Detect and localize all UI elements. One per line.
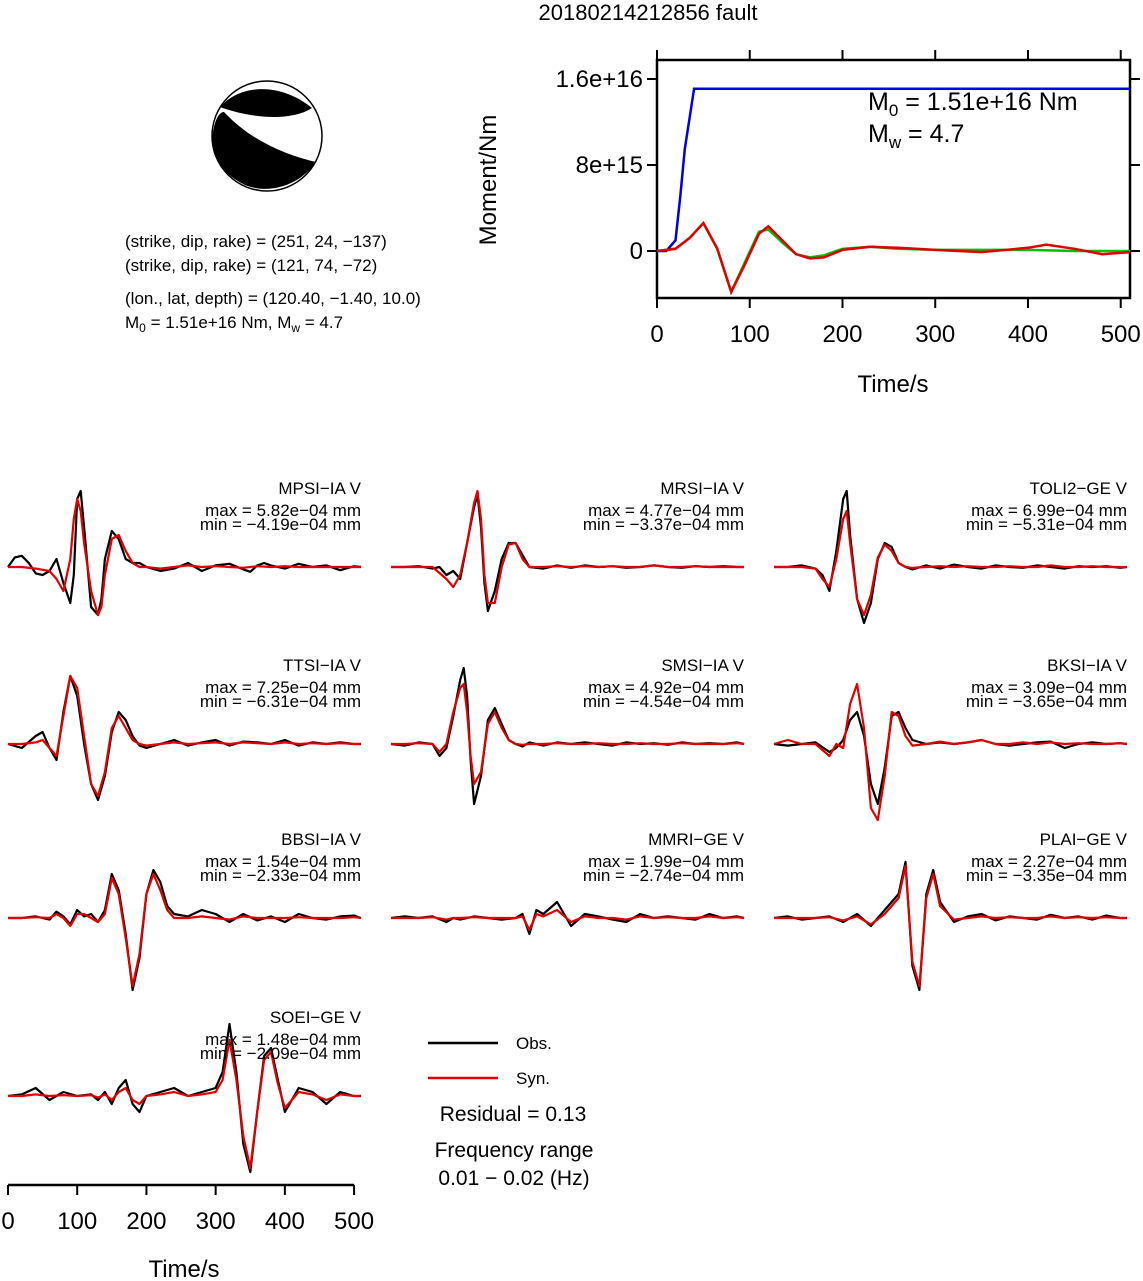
station-min: min = −2.74e−04 mm — [583, 866, 744, 885]
station-max: max = 1.48e−04 mm — [205, 1030, 361, 1049]
waveform-time-axis: 0 100 200 300 400 500 — [1, 1183, 374, 1235]
legend-syn-label: Syn. — [516, 1069, 550, 1088]
station-min: min = −4.19e−04 mm — [200, 515, 361, 534]
moment-ytick-label: 0 — [630, 238, 643, 265]
moment-xtick-label: 0 — [650, 321, 663, 348]
station-max: max = 6.99e−04 mm — [971, 501, 1127, 520]
moment-rate-red-line — [656, 220, 1131, 296]
moment-plot-frame — [655, 58, 1132, 300]
station-name: BBSI−IA V — [281, 830, 362, 849]
station-name: MRSI−IA V — [660, 479, 744, 498]
station-min: min = −4.54e−04 mm — [583, 692, 744, 711]
waveform-xtick-label: 500 — [334, 1208, 374, 1235]
moment-xtick-label: 500 — [1101, 321, 1141, 348]
legend: Obs. Syn. — [428, 1034, 552, 1088]
legend-obs-label: Obs. — [516, 1034, 552, 1053]
station-max: max = 3.09e−04 mm — [971, 678, 1127, 697]
syn-trace — [8, 1038, 361, 1170]
syn-trace — [8, 872, 362, 988]
obs-trace — [8, 868, 362, 992]
moment-ylabel: Moment/Nm — [475, 115, 502, 246]
figure-title: 20180214212856 fault — [539, 0, 758, 25]
station-max: max = 2.27e−04 mm — [971, 852, 1127, 871]
syn-trace — [774, 864, 1127, 988]
syn-trace — [391, 682, 745, 786]
syn-trace — [774, 509, 1127, 617]
moment-function-plot: 0 8e+15 1.6e+16 0 100 200 300 400 500 M0 = 1.51e… — [475, 50, 1141, 398]
station-min: min = −3.37e−04 mm — [583, 515, 744, 534]
moment-xtick-label: 300 — [915, 321, 955, 348]
waveform-xtick-label: 400 — [265, 1208, 305, 1235]
frequency-range-value: 0.01 − 0.02 (Hz) — [438, 1167, 589, 1190]
moment-xlabel: Time/s — [857, 371, 928, 398]
station-name: SOEI−GE V — [270, 1008, 362, 1027]
waveform-xtick-label: 100 — [57, 1208, 97, 1235]
syn-trace — [391, 908, 745, 932]
mechanism-moment: M0 = 1.51e+16 Nm, Mw = 4.7 — [125, 313, 343, 335]
station-max: max = 4.77e−04 mm — [588, 501, 744, 520]
mechanism-plane1: (strike, dip, rake) = (251, 24, −137) — [125, 232, 387, 251]
station-min: min = −6.31e−04 mm — [200, 692, 361, 711]
m0-label: M0 = 1.51e+16 Nm — [868, 88, 1078, 120]
moment-axes: 0 8e+15 1.6e+16 0 100 200 300 400 500 — [556, 50, 1141, 348]
waveform-xtick-label: 200 — [126, 1208, 166, 1235]
station-max: max = 5.82e−04 mm — [205, 501, 361, 520]
station-max: max = 1.99e−04 mm — [588, 852, 744, 871]
station-name: SMSI−IA V — [661, 656, 744, 675]
station-name: MPSI−IA V — [278, 479, 361, 498]
syn-trace — [8, 497, 361, 617]
station-min: min = −3.35e−04 mm — [966, 866, 1127, 885]
syn-trace — [391, 489, 744, 605]
station-name: MMRI−GE V — [648, 830, 745, 849]
station-name: TTSI−IA V — [283, 656, 362, 675]
waveform-xlabel: Time/s — [148, 1256, 219, 1281]
moment-ytick-label: 1.6e+16 — [556, 66, 643, 93]
syn-trace — [8, 674, 361, 798]
station-name: BKSI−IA V — [1047, 656, 1128, 675]
beachball — [211, 80, 323, 192]
moment-xtick-label: 100 — [730, 321, 770, 348]
station-max: max = 7.25e−04 mm — [205, 678, 361, 697]
residual-label: Residual = 0.13 — [440, 1103, 587, 1126]
moment-series-layer — [656, 87, 1131, 296]
station-max: max = 4.92e−04 mm — [588, 678, 744, 697]
station-min: min = −3.65e−04 mm — [966, 692, 1127, 711]
obs-trace — [773, 710, 1128, 806]
moment-ytick-label: 8e+15 — [576, 152, 643, 179]
waveform-xtick-label: 300 — [196, 1208, 236, 1235]
mw-label: Mw = 4.7 — [868, 120, 964, 152]
station-name: PLAI−GE V — [1040, 830, 1128, 849]
frequency-range-label: Frequency range — [435, 1139, 594, 1162]
station-min: min = −5.31e−04 mm — [966, 515, 1127, 534]
station-min: min = −2.09e−04 mm — [200, 1044, 361, 1063]
mechanism-plane2: (strike, dip, rake) = (121, 74, −72) — [125, 256, 377, 275]
moment-xtick-label: 400 — [1008, 321, 1048, 348]
mechanism-location: (lon., lat, depth) = (120.40, −1.40, 10.… — [125, 289, 421, 308]
syn-trace — [773, 682, 1128, 822]
station-min: min = −2.33e−04 mm — [200, 866, 361, 885]
station-name: TOLI2−GE V — [1030, 479, 1128, 498]
station-max: max = 1.54e−04 mm — [205, 852, 361, 871]
waveform-xtick-label: 0 — [1, 1208, 14, 1235]
moment-xtick-label: 200 — [822, 321, 862, 348]
